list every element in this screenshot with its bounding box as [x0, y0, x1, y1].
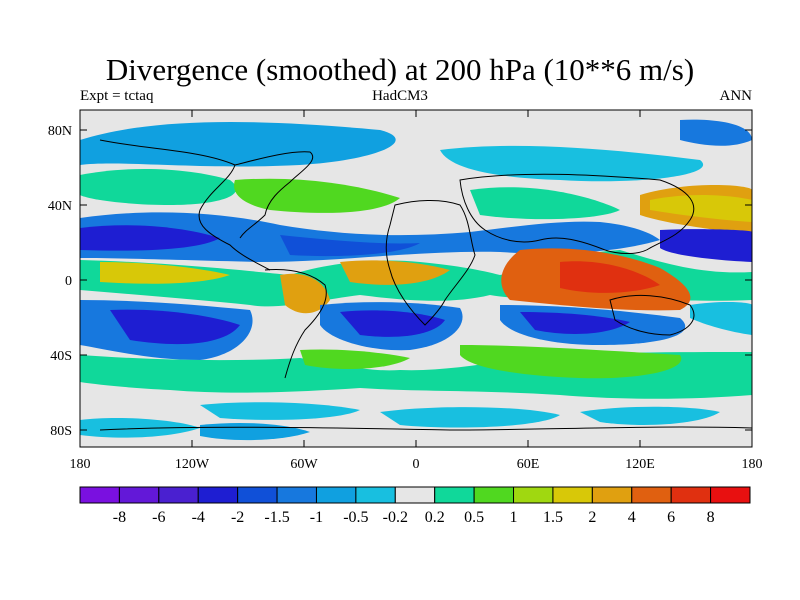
jet-divergence-core [650, 195, 752, 222]
lon-tick-label: 180 [70, 457, 91, 472]
colorbar-label: 1.5 [543, 509, 563, 526]
sindian-divergence [460, 345, 682, 379]
colorbar-label: -0.2 [383, 509, 408, 526]
natlantic-divergence [234, 178, 400, 213]
colorbar-swatch [394, 486, 436, 504]
colorbar-swatch [237, 486, 278, 504]
africa-divergence [340, 260, 450, 285]
colorbar-label: 8 [707, 509, 715, 526]
siberia-convergence [440, 145, 704, 182]
satl-divergence [300, 349, 410, 370]
colorbar-label: -1 [310, 509, 323, 526]
colorbar-swatch [710, 486, 751, 504]
antarctic-west-edge [80, 417, 200, 438]
lat-tick-label: 0 [65, 274, 72, 289]
lat-tick-label: 40N [48, 199, 72, 214]
colorbar-swatch [591, 486, 633, 504]
lon-tick-label: 120W [175, 457, 210, 472]
divergence-field [80, 110, 752, 447]
colorbar-label: -1.5 [264, 509, 289, 526]
colorbar-label: 0.5 [464, 509, 484, 526]
colorbar-swatch [473, 486, 515, 504]
lat-tick-label: 40S [50, 349, 72, 364]
colorbar-label: -0.5 [343, 509, 368, 526]
colorbar-swatch [631, 486, 672, 504]
experiment-label: Expt = tctaq [80, 88, 154, 104]
model-label: HadCM3 [372, 88, 428, 104]
lon-tick-label: 0 [413, 457, 420, 472]
amazon-divergence [280, 273, 330, 314]
colorbar-swatch [670, 486, 712, 504]
colorbar-label: 1 [510, 509, 518, 526]
colorbar-swatch [513, 486, 554, 504]
colorbar-label: 4 [628, 509, 636, 526]
pacific-itcz [100, 262, 230, 284]
arctic-east [680, 119, 752, 146]
npacific-convergence-core [80, 225, 220, 251]
colorbar-swatch [79, 486, 120, 504]
plot-title: Divergence (smoothed) at 200 hPa (10**6 … [105, 52, 695, 87]
colorbar-swatch [276, 486, 317, 504]
colorbar-label: -4 [192, 509, 205, 526]
lon-tick-label: 60W [290, 457, 318, 472]
season-label: ANN [719, 88, 753, 104]
antarctic-convergence-east [580, 406, 720, 425]
spcz-east [690, 301, 752, 335]
asia-divergence [470, 187, 620, 220]
colorbar-swatch [315, 486, 357, 504]
colorbar-swatch [118, 486, 160, 504]
wpacific-convergence [660, 229, 752, 262]
colorbar-label: 6 [667, 509, 675, 526]
antarctic-convergence-central [380, 407, 560, 428]
lon-tick-label: 120E [625, 457, 655, 472]
spacific-convergence-core [110, 309, 240, 345]
lon-tick-label: 60E [517, 457, 540, 472]
colorbar-swatch [158, 486, 199, 504]
colorbar-swatch [355, 486, 396, 504]
maritime-core [560, 261, 660, 293]
coastlines [99, 139, 752, 431]
latitude-axis: 80N 40N 0 40S 80S [48, 124, 752, 439]
sindian-convergence-core [520, 312, 630, 334]
natl-convergence-core [280, 235, 420, 257]
satlantic-convergence-core [340, 310, 445, 337]
colorbar-label: 2 [588, 509, 596, 526]
colorbar-label: -6 [152, 509, 165, 526]
colorbar-label: 0.2 [425, 509, 445, 526]
longitude-axis: 180 120W 60W 0 60E 120E 180 [70, 110, 763, 472]
colorbar-swatch [434, 486, 475, 504]
antarctic-convergence-west [200, 402, 360, 420]
npacific-divergence [80, 168, 237, 205]
colorbar-swatch [197, 486, 239, 504]
ntropics-convergence [80, 212, 660, 262]
arctic-convergence [80, 121, 396, 167]
lat-tick-label: 80S [50, 424, 72, 439]
lat-tick-label: 80N [48, 124, 72, 139]
colorbar-label: -2 [231, 509, 244, 526]
lon-tick-label: 180 [742, 457, 763, 472]
colorbar-swatch [552, 486, 593, 504]
colorbar-label: -8 [113, 509, 126, 526]
colorbar: -8 -6 -4 -2 -1.5 -1 -0.5 -0.2 0.2 0.5 1 1.5 2 4 6 8 [79, 486, 751, 526]
